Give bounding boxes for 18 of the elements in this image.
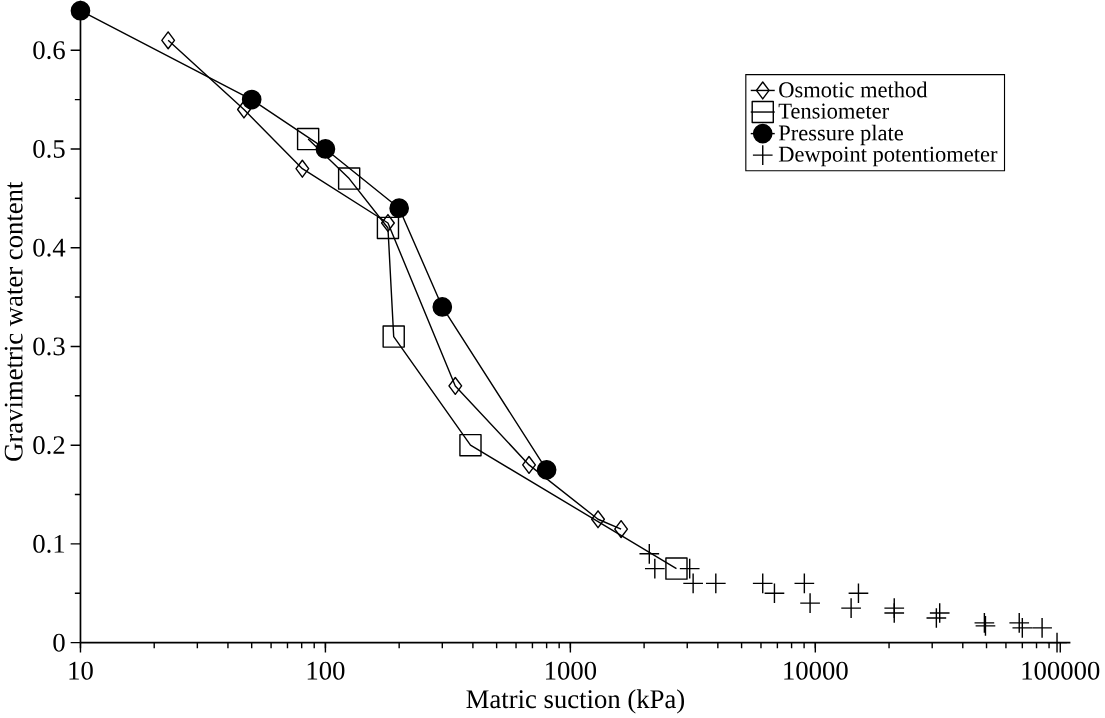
- legend-label: Dewpoint potentiometer: [778, 146, 998, 167]
- x-tick-label: 10000: [784, 661, 848, 680]
- legend-label: Osmotic method: [779, 81, 928, 98]
- y-tick-label: 0.1: [33, 534, 65, 553]
- y-tick-label: 0.4: [33, 238, 66, 257]
- y-tick-label: 0: [53, 633, 65, 652]
- x-tick-label: 100000: [1022, 661, 1100, 680]
- x-tick-label: 100: [307, 661, 345, 680]
- y-tick-label: 0.5: [33, 139, 65, 158]
- x-tick-label: 1000: [546, 661, 597, 680]
- y-axis-title: Gravimetric water content: [4, 181, 23, 461]
- y-tick-label: 0.2: [33, 435, 65, 455]
- x-tick-label: 10: [69, 661, 93, 680]
- legend-label: Pressure plate: [778, 124, 903, 146]
- legend-label: Tensiometer: [778, 103, 889, 119]
- x-axis-title: Matric suction (kPa): [466, 689, 685, 714]
- y-tick-label: 0.3: [33, 337, 65, 356]
- y-tick-label: 0.6: [33, 41, 65, 60]
